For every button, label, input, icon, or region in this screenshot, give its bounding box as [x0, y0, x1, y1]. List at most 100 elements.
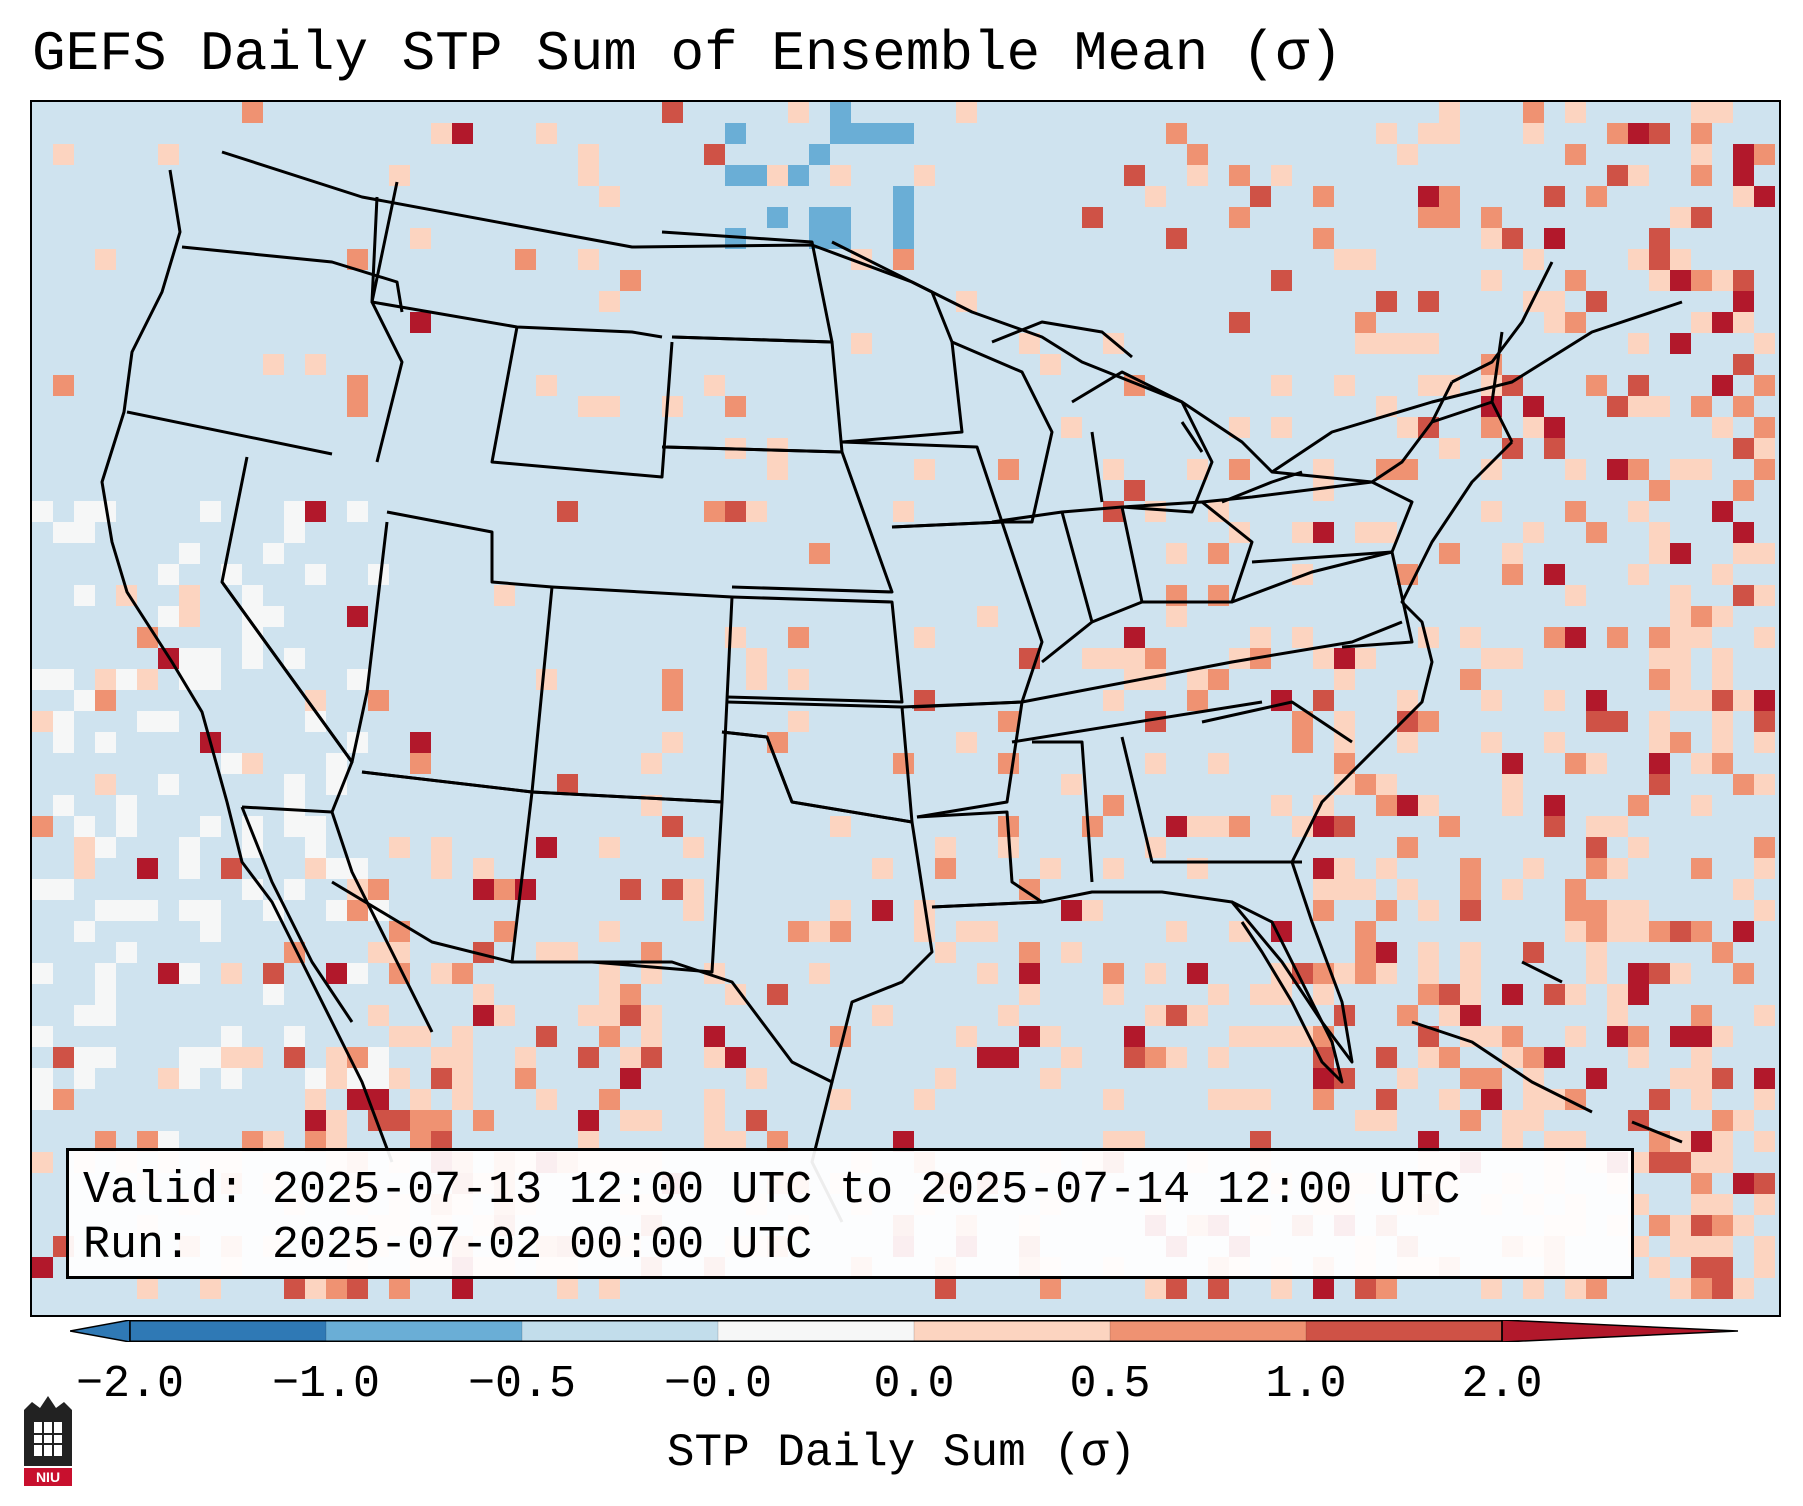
- anomaly-cell: [74, 1068, 95, 1089]
- anomaly-cell: [599, 1089, 620, 1110]
- anomaly-cell: [1628, 837, 1649, 858]
- anomaly-cell: [116, 942, 137, 963]
- anomaly-cell: [1481, 459, 1502, 480]
- anomaly-cell: [284, 522, 305, 543]
- anomaly-cell: [242, 606, 263, 627]
- anomaly-cell: [1691, 459, 1712, 480]
- anomaly-cell: [1397, 732, 1418, 753]
- anomaly-cell: [830, 207, 851, 228]
- anomaly-cell: [1712, 1257, 1733, 1278]
- anomaly-cell: [263, 984, 284, 1005]
- anomaly-cell: [1082, 816, 1103, 837]
- anomaly-cell: [221, 858, 242, 879]
- anomaly-cell: [1754, 144, 1775, 165]
- anomaly-cell: [1019, 1026, 1040, 1047]
- anomaly-cell: [32, 1089, 53, 1110]
- anomaly-cell: [1691, 1068, 1712, 1089]
- anomaly-cell: [326, 858, 347, 879]
- anomaly-cell: [1376, 333, 1397, 354]
- colorado-border: [531, 585, 734, 804]
- anomaly-cell: [1628, 123, 1649, 144]
- anomaly-cell: [1733, 1110, 1754, 1131]
- anomaly-cell: [284, 1026, 305, 1047]
- anomaly-cell: [1670, 270, 1691, 291]
- anomaly-cell: [1754, 1173, 1775, 1194]
- anomaly-cell: [1418, 942, 1439, 963]
- anomaly-cell: [578, 1047, 599, 1068]
- anomaly-cell: [1187, 816, 1208, 837]
- anomaly-cell: [1229, 312, 1250, 333]
- anomaly-cell: [158, 711, 179, 732]
- anomaly-cell: [914, 459, 935, 480]
- anomaly-cell: [1271, 375, 1292, 396]
- anomaly-cell: [1586, 1068, 1607, 1089]
- anomaly-cell: [1502, 795, 1523, 816]
- anomaly-cell: [1733, 543, 1754, 564]
- anomaly-cell: [1565, 585, 1586, 606]
- anomaly-cell: [1460, 942, 1481, 963]
- anomaly-cell: [1418, 333, 1439, 354]
- carolinas-border: [1201, 700, 1353, 744]
- anomaly-cell: [1355, 963, 1376, 984]
- anomaly-cell: [1418, 207, 1439, 228]
- anomaly-cell: [1691, 123, 1712, 144]
- anomaly-cell: [1754, 375, 1775, 396]
- anomaly-cell: [1271, 984, 1292, 1005]
- anomaly-cell: [830, 1089, 851, 1110]
- anomaly-cell: [431, 1047, 452, 1068]
- anomaly-cell: [1670, 732, 1691, 753]
- anomaly-cell: [956, 921, 977, 942]
- anomaly-cell: [641, 795, 662, 816]
- anomaly-cell: [557, 501, 578, 522]
- anomaly-cell: [284, 501, 305, 522]
- anomaly-cell: [326, 1110, 347, 1131]
- anomaly-cell: [1691, 1005, 1712, 1026]
- anomaly-cell: [431, 963, 452, 984]
- anomaly-cell: [1103, 690, 1124, 711]
- anomaly-cell: [1376, 1278, 1397, 1299]
- anomaly-cell: [578, 165, 599, 186]
- anomaly-cell: [263, 543, 284, 564]
- anomaly-cell: [1712, 711, 1733, 732]
- anomaly-cell: [452, 963, 473, 984]
- colorbar-tick-label: −0.5: [467, 1359, 577, 1410]
- anomaly-cell: [1712, 1215, 1733, 1236]
- anomaly-cell: [1439, 1047, 1460, 1068]
- anomaly-cell: [1229, 165, 1250, 186]
- anomaly-cell: [1691, 1026, 1712, 1047]
- anomaly-cell: [326, 1278, 347, 1299]
- anomaly-cell: [1439, 816, 1460, 837]
- anomaly-cell: [1544, 984, 1565, 1005]
- anomaly-cells: [32, 102, 1775, 1299]
- anomaly-cell: [1628, 1026, 1649, 1047]
- anomaly-cell: [32, 1026, 53, 1047]
- anomaly-cell: [1397, 144, 1418, 165]
- anomaly-cell: [1607, 1026, 1628, 1047]
- anomaly-cell: [494, 879, 515, 900]
- missouri-border: [891, 520, 1044, 709]
- anomaly-cell: [494, 585, 515, 606]
- anomaly-cell: [1313, 522, 1334, 543]
- anomaly-cell: [1145, 711, 1166, 732]
- anomaly-cell: [1439, 207, 1460, 228]
- anomaly-cell: [1628, 501, 1649, 522]
- anomaly-cell: [1313, 984, 1334, 1005]
- anomaly-cell: [179, 837, 200, 858]
- anomaly-cell: [74, 921, 95, 942]
- anomaly-cell: [767, 459, 788, 480]
- anomaly-cell: [431, 1131, 452, 1152]
- anomaly-cell: [1712, 375, 1733, 396]
- anomaly-cell: [935, 1278, 956, 1299]
- anomaly-cell: [1712, 732, 1733, 753]
- anomaly-cell: [410, 312, 431, 333]
- anomaly-cell: [1145, 186, 1166, 207]
- anomaly-cell: [1565, 312, 1586, 333]
- anomaly-cell: [893, 249, 914, 270]
- anomaly-cell: [1397, 459, 1418, 480]
- caribbean-islands: [1411, 960, 1683, 1144]
- anomaly-cell: [1250, 186, 1271, 207]
- anomaly-cell: [1460, 627, 1481, 648]
- anomaly-cell: [32, 963, 53, 984]
- anomaly-cell: [1334, 375, 1355, 396]
- anomaly-cell: [284, 879, 305, 900]
